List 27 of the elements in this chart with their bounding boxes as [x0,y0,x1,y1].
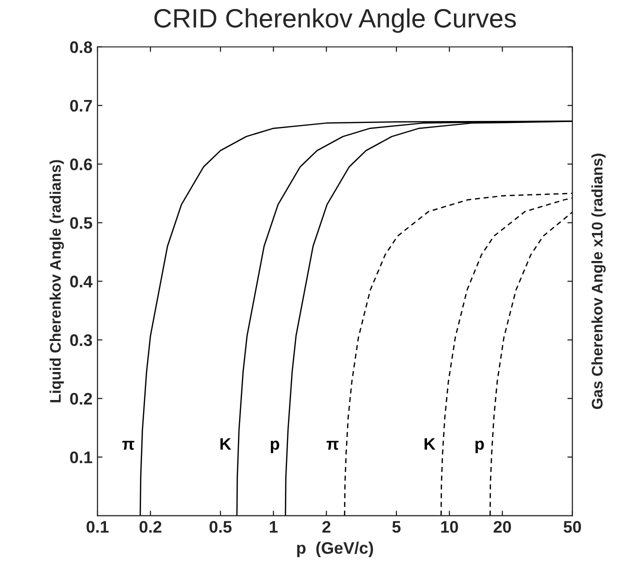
y2-axis-title: Gas Cherenkov Angle x10 (radians) [591,154,606,409]
series-label: K [220,438,232,450]
x-tick-label: 50 [564,520,581,533]
y-tick-label: 0.8 [70,41,92,54]
y-tick-label: 0.1 [70,451,92,464]
series-label: p [475,440,484,454]
x-axis-title: p (GeV/c) [297,542,374,558]
y-tick-label: 0.5 [70,217,92,229]
x-tick-label: 0.2 [140,520,162,533]
x-tick-label: 5 [392,521,401,533]
y-tick-label: 0.6 [70,158,92,170]
y-tick-label: 0.2 [70,392,92,405]
y-axis-title: Liquid Cherenkov Angle (radians) [50,160,64,402]
y-tick-label: 0.3 [70,334,92,346]
x-tick-label: 20 [494,520,511,533]
series-label: π [122,440,134,450]
x-tick-label: 2 [322,520,330,533]
series-label: π [326,440,339,450]
chart-title: CRID Cherenkov Angle Curves [154,8,516,33]
x-tick-label: 0.5 [210,520,232,533]
x-tick-label: 10 [441,520,458,533]
y-tick-label: 0.7 [70,100,92,112]
x-tick-label: 0.1 [86,520,109,533]
y-tick-label: 0.4 [70,276,93,288]
series-label: K [424,438,436,450]
x-tick-label: 1 [270,521,278,533]
series-label: p [270,440,280,454]
